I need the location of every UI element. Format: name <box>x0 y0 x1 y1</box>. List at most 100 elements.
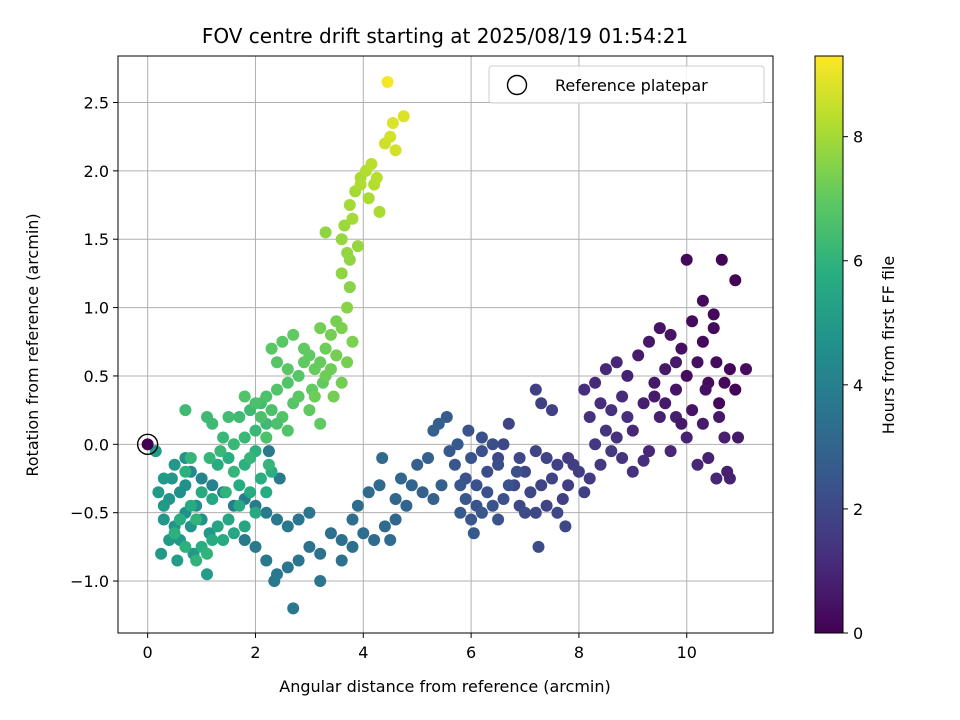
data-point <box>206 534 219 546</box>
data-point <box>157 499 170 512</box>
data-point <box>710 472 723 485</box>
data-point <box>249 397 262 410</box>
data-point <box>195 486 208 499</box>
data-point <box>271 417 283 430</box>
data-point <box>691 458 704 471</box>
data-point <box>343 281 356 294</box>
data-point <box>529 506 542 519</box>
data-point <box>271 513 283 526</box>
x-tick-label: 0 <box>143 643 153 662</box>
data-point <box>475 445 488 458</box>
reference-marker-legend-icon <box>506 74 528 96</box>
y-tick-label: 1.5 <box>84 230 109 249</box>
data-point <box>384 130 397 143</box>
data-point <box>219 486 232 499</box>
data-point <box>271 356 283 369</box>
data-point <box>680 369 693 382</box>
data-point <box>551 458 564 471</box>
data-point <box>378 520 391 533</box>
data-point <box>481 486 494 499</box>
data-point <box>346 540 359 553</box>
data-point <box>632 349 645 362</box>
data-point <box>265 404 278 417</box>
data-point <box>659 397 672 410</box>
data-point <box>599 363 612 376</box>
data-point <box>292 390 305 403</box>
data-point <box>211 458 224 471</box>
data-point <box>244 486 257 499</box>
data-point <box>626 424 639 437</box>
data-point <box>314 417 327 430</box>
data-point <box>605 404 618 417</box>
data-point <box>276 335 289 348</box>
data-point <box>268 575 281 587</box>
colorbar-gradient <box>814 55 844 634</box>
data-point <box>659 363 672 376</box>
x-tick-label: 6 <box>466 643 476 662</box>
data-point <box>400 499 413 512</box>
data-point <box>440 411 453 423</box>
data-point <box>610 356 623 369</box>
data-point <box>165 472 178 485</box>
data-point <box>653 411 666 423</box>
data-point <box>427 493 440 505</box>
data-point <box>562 452 575 464</box>
data-point <box>589 438 602 451</box>
data-point <box>454 479 467 492</box>
colorbar-tick-label: 8 <box>853 128 863 147</box>
data-point <box>405 479 418 492</box>
data-point <box>664 328 677 341</box>
data-point <box>281 520 294 533</box>
data-point <box>287 328 300 341</box>
data-point <box>696 417 709 430</box>
data-point <box>227 527 240 540</box>
data-point <box>696 335 709 348</box>
x-axis-ticks: 0 2 4 6 8 10 <box>143 633 697 662</box>
data-point <box>260 390 273 403</box>
data-point <box>303 404 316 417</box>
data-point <box>616 452 629 464</box>
data-point <box>281 561 294 574</box>
data-point <box>583 472 596 485</box>
data-point <box>696 294 709 307</box>
y-tick-label: 1.0 <box>84 299 109 318</box>
data-point <box>562 479 575 492</box>
data-point <box>303 540 316 553</box>
data-point <box>497 493 510 505</box>
data-point <box>540 499 553 512</box>
data-point <box>422 452 434 464</box>
data-point <box>335 233 348 246</box>
data-point <box>273 472 286 485</box>
chart-title: FOV centre drift starting at 2025/08/19 … <box>202 24 688 48</box>
data-point <box>201 547 213 560</box>
data-point <box>589 376 602 389</box>
data-point <box>227 438 240 451</box>
data-point <box>621 411 634 423</box>
data-point <box>195 472 208 485</box>
data-point <box>338 219 351 232</box>
data-point <box>524 486 537 499</box>
data-point <box>707 308 720 321</box>
data-point <box>492 458 505 471</box>
data-point <box>535 397 548 410</box>
data-point <box>157 513 170 526</box>
data-point <box>691 356 704 369</box>
reference-point-marker <box>136 433 159 456</box>
scatter-points <box>136 76 752 615</box>
data-point <box>168 458 181 471</box>
data-point <box>686 315 699 328</box>
data-point <box>335 376 348 389</box>
legend-box: Reference platepar <box>488 65 765 104</box>
reference-point-fill <box>141 438 154 451</box>
data-point <box>721 465 734 478</box>
data-point <box>713 411 726 423</box>
data-point <box>680 431 693 444</box>
data-point <box>155 547 168 560</box>
data-point <box>174 513 186 526</box>
data-point <box>168 527 181 540</box>
data-point <box>319 342 332 355</box>
data-point <box>319 369 332 382</box>
data-point <box>502 417 515 430</box>
data-point <box>470 479 483 492</box>
data-point <box>314 356 327 369</box>
